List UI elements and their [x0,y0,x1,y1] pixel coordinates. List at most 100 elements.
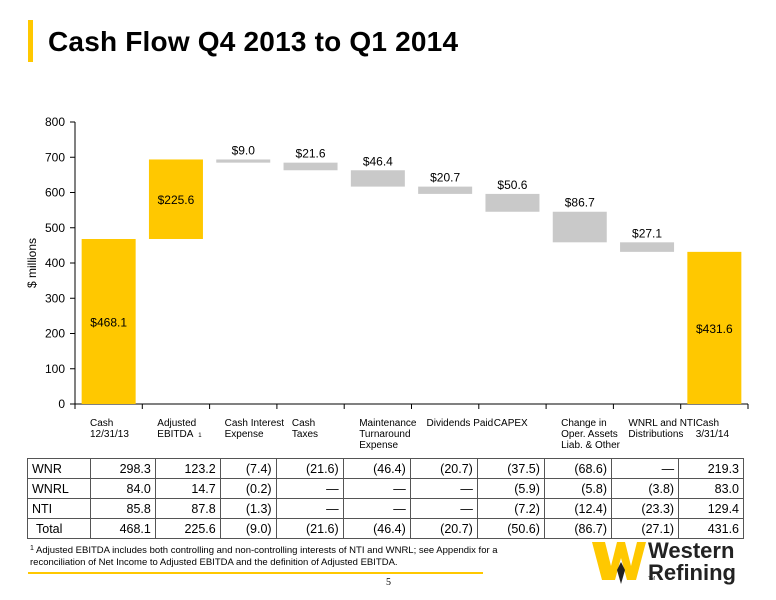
category-label: Liab. & Other [561,440,621,451]
table-cell: (27.1) [610,518,680,539]
y-tick-label: 700 [45,150,65,164]
table-cell: 85.8 [90,498,156,519]
waterfall-bar-1 [81,238,136,404]
waterfall-bar-3 [216,159,271,163]
bar-value-label: $46.4 [363,154,393,168]
table-cell: (46.4) [342,458,411,479]
waterfall-bar-2 [148,159,203,239]
table-cell: — [342,498,411,519]
y-tick-label: 200 [45,327,65,341]
y-tick-label: 100 [45,362,65,376]
category-label: 3/31/14 [696,429,730,440]
table-cell: 431.6 [678,518,744,539]
category-label: 12/31/13 [90,429,129,440]
waterfall-bar-7 [485,193,540,212]
category-label: CAPEX [494,418,528,429]
category-label: Cash [90,418,113,429]
logo-line-2: Refining [648,560,736,585]
table-cell: — [610,458,680,479]
table-cell: (68.6) [543,458,612,479]
waterfall-bar-5 [350,170,405,187]
bar-value-label: $9.0 [232,143,256,157]
waterfall-chart: 0 100 200 300 400 500 600 700 800 $ millions $468.… [25,115,749,451]
y-tick-label: 400 [45,256,65,270]
table-cell: (50.6) [476,518,545,539]
table-cell: (5.8) [543,478,612,499]
category-label: Expense [359,440,398,451]
table-cell: (0.2) [219,478,277,499]
page-title: Cash Flow Q4 2013 to Q1 2014 [48,26,459,57]
table-cell: (3.8) [610,478,680,499]
category-label: Expense [225,429,264,440]
waterfall-bar-6 [418,186,473,194]
row-header: Total [27,518,91,539]
table-cell: — [275,478,344,499]
table-cell: 129.4 [678,498,744,519]
logo-wordmark: Western Refining [648,540,736,584]
footnote-divider [28,572,483,574]
waterfall-bar-9 [620,242,675,252]
category-label: Oper. Assets [561,429,618,440]
logo-tm: TM [648,576,656,582]
y-tick-label: 500 [45,221,65,235]
table-cell: 468.1 [90,518,156,539]
table-cell: 219.3 [678,458,744,479]
row-header: WNRL [27,478,91,499]
category-label: WNRL and NTI [628,418,695,429]
category-label: Distributions [628,429,683,440]
footnote-text: Adjusted EBITDA includes both controllin… [30,545,498,568]
y-tick-label: 600 [45,186,65,200]
cash-flow-table: WNR 298.3 123.2 (7.4) (21.6) (46.4) (20.7) (37.… [27,458,744,539]
table-row: Total 468.1 225.6 (9.0) (21.6) (46.4) (20.7) (5… [27,518,744,539]
y-tick-label: 0 [58,397,65,411]
row-header: WNR [27,458,91,479]
table-cell: (20.7) [409,458,478,479]
category-label: Taxes [292,429,318,440]
table-cell: 84.0 [90,478,156,499]
y-axis-title: $ millions [25,238,39,288]
western-refining-logo: Western Refining TM [592,540,762,586]
table-row: WNRL 84.0 14.7 (0.2) — — — (5.9) (5.8) (3.8) 83.0 [27,478,744,499]
table-cell: 123.2 [154,458,221,479]
table-cell: (20.7) [409,518,478,539]
category-label: Cash Interest [225,418,285,429]
bar-value-label: $50.6 [497,178,527,192]
footnote-marker: 1 [30,545,34,552]
table-cell: (12.4) [543,498,612,519]
table-cell: 298.3 [90,458,156,479]
bar-value-label: $431.6 [696,322,733,336]
table-cell: (1.3) [219,498,277,519]
table-cell: (23.3) [610,498,680,519]
category-label: Dividends Paid [427,418,494,429]
table-cell: (46.4) [342,518,411,539]
table-cell: (7.2) [476,498,545,519]
table-cell: (86.7) [543,518,612,539]
logo-w-icon [592,542,646,584]
table-cell: — [342,478,411,499]
table-row: NTI 85.8 87.8 (1.3) — — — (7.2) (12.4) (23.3) 129.… [27,498,744,519]
table-row: WNR 298.3 123.2 (7.4) (21.6) (46.4) (20.7) (37.… [27,458,744,479]
title-accent-bar [28,20,33,62]
category-label: EBITDA [157,429,193,440]
logo-line-1: Western [648,538,735,563]
table-cell: (7.4) [219,458,277,479]
table-cell: 83.0 [678,478,744,499]
bar-value-label: $225.6 [158,193,195,207]
bar-value-label: $21.6 [296,147,326,161]
category-label: Change in [561,418,607,429]
table-cell: (9.0) [219,518,277,539]
category-footnote-marker: 1 [198,433,202,439]
category-label: Maintenance [359,418,417,429]
bar-value-label: $20.7 [430,171,460,185]
category-label: Turnaround [359,429,410,440]
page-number: 5 [386,577,391,588]
waterfall-bar-4 [283,162,338,171]
y-tick-label: 300 [45,291,65,305]
bar-value-label: $468.1 [90,315,127,329]
category-label: Adjusted [157,418,196,429]
table-cell: (37.5) [476,458,545,479]
waterfall-bar-10 [687,251,742,404]
y-tick-label: 800 [45,115,65,129]
table-cell: (5.9) [476,478,545,499]
bar-value-label: $86.7 [565,196,595,210]
